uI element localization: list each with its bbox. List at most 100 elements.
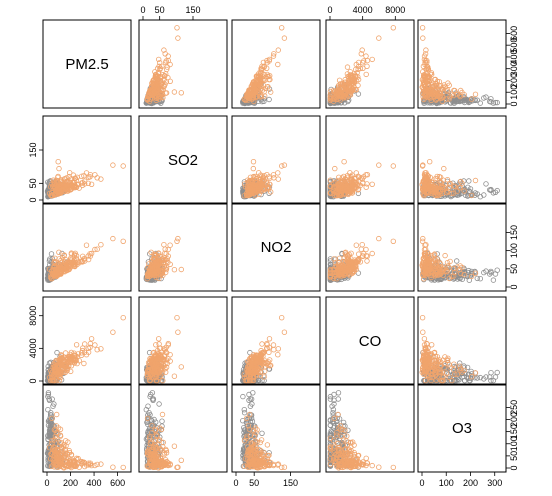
data-point <box>337 81 344 87</box>
data-point <box>161 241 167 248</box>
data-point <box>268 89 274 95</box>
data-point <box>175 235 181 242</box>
panel-pm25-vs-o3 <box>417 19 507 109</box>
panel-no2-vs-o3 <box>417 202 507 292</box>
data-point <box>264 60 270 66</box>
data-point <box>435 95 441 102</box>
data-point <box>359 47 365 53</box>
data-point <box>145 93 152 99</box>
data-point <box>441 89 447 95</box>
data-point <box>474 275 480 282</box>
panel-pm25-vs-pm25: PM2.5 <box>42 19 132 109</box>
data-point <box>352 86 359 93</box>
data-point <box>419 238 426 244</box>
data-point <box>441 165 447 172</box>
data-point <box>363 71 369 78</box>
panel-pm25-vs-so2 <box>138 19 228 109</box>
data-point <box>422 88 428 94</box>
data-point <box>110 329 116 335</box>
data-point <box>363 246 369 253</box>
data-point <box>163 66 170 73</box>
data-point <box>358 246 364 252</box>
panel-co-vs-pm25 <box>42 296 132 386</box>
data-point <box>443 96 450 102</box>
panel-co-vs-so2 <box>138 296 228 386</box>
data-point <box>178 90 184 96</box>
data-point <box>156 341 162 347</box>
data-point <box>154 87 160 94</box>
data-point <box>425 83 431 89</box>
data-point <box>174 25 180 31</box>
data-point <box>353 242 359 248</box>
data-point <box>451 92 457 99</box>
data-point <box>434 93 440 99</box>
data-point <box>174 315 180 321</box>
data-point <box>92 342 98 348</box>
data-point <box>494 99 500 106</box>
data-point <box>98 176 104 182</box>
data-point <box>261 89 267 95</box>
data-point <box>432 93 438 100</box>
data-point <box>336 77 343 83</box>
data-point <box>446 96 452 102</box>
data-point <box>472 91 479 97</box>
data-point <box>257 83 263 89</box>
data-point <box>264 71 270 78</box>
data-point <box>171 89 178 95</box>
data-point <box>346 75 352 82</box>
data-point <box>456 92 463 99</box>
data-point <box>341 158 347 165</box>
data-point <box>355 91 362 97</box>
panel-so2-vs-no2 <box>231 115 321 205</box>
data-point <box>250 158 257 165</box>
data-point <box>257 72 263 78</box>
data-point <box>153 75 160 82</box>
data-point <box>390 25 396 31</box>
data-point <box>421 73 427 80</box>
panel-co-vs-no2 <box>231 296 321 386</box>
data-point <box>332 165 338 172</box>
data-point <box>483 181 489 187</box>
data-point <box>349 78 355 85</box>
data-point <box>472 177 479 184</box>
data-point <box>281 162 288 168</box>
data-point <box>428 70 435 76</box>
data-point <box>448 96 455 103</box>
data-point <box>48 251 55 257</box>
data-point <box>466 178 472 184</box>
data-point <box>342 83 348 89</box>
data-point <box>333 93 339 100</box>
data-point <box>146 98 153 105</box>
data-point <box>483 94 489 100</box>
data-point <box>250 165 256 172</box>
data-point <box>488 96 494 102</box>
data-point <box>468 96 475 102</box>
data-point <box>492 99 499 106</box>
data-point <box>364 258 370 264</box>
panel-so2-vs-so2: SO2 <box>138 115 228 205</box>
data-point <box>419 25 426 31</box>
data-point <box>167 78 173 84</box>
data-point <box>120 238 126 244</box>
data-point <box>364 63 370 69</box>
data-point <box>160 83 167 89</box>
panel-no2-vs-co <box>325 202 415 292</box>
data-point <box>425 66 432 73</box>
data-point <box>259 87 266 93</box>
data-point <box>147 90 153 96</box>
data-point <box>376 35 382 41</box>
data-point <box>266 96 272 103</box>
data-point <box>156 63 162 69</box>
data-point <box>257 75 263 82</box>
data-point <box>342 76 348 83</box>
data-point <box>174 238 180 244</box>
data-point <box>156 60 163 66</box>
data-point <box>275 170 281 176</box>
data-point <box>275 61 281 68</box>
data-point <box>55 158 61 165</box>
data-point <box>167 242 173 248</box>
data-point <box>423 47 429 53</box>
data-point <box>81 181 88 187</box>
data-point <box>458 97 464 104</box>
data-point <box>66 170 73 176</box>
